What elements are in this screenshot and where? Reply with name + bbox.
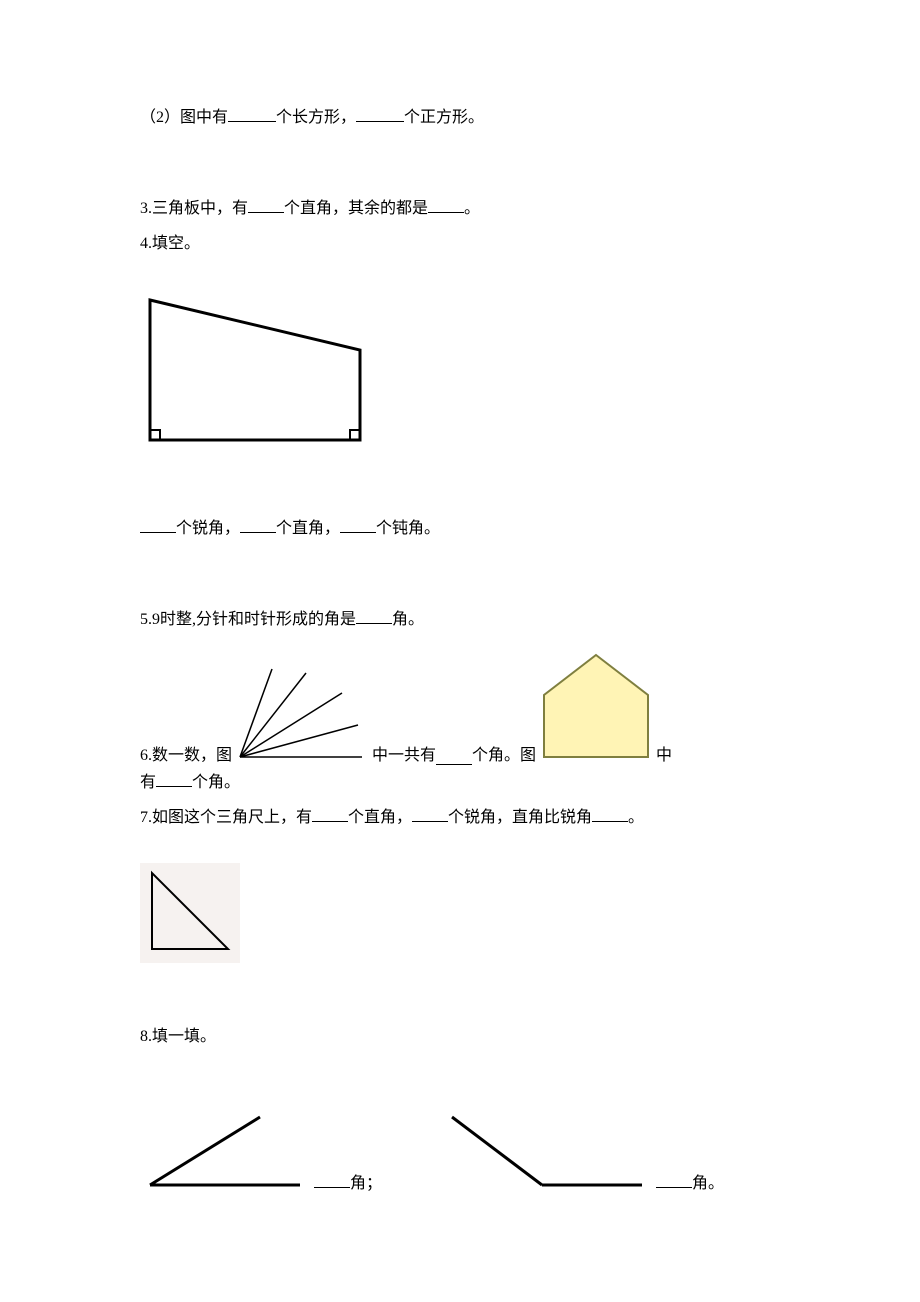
right-triangle-figure: [140, 863, 240, 963]
q5-prefix: 5.9时整,分针和时针形成的角是: [140, 611, 356, 628]
q7-blank-3[interactable]: [592, 805, 628, 822]
acute-angle-figure: [140, 1111, 310, 1193]
question-4-title: 4.填空。: [140, 226, 780, 261]
q2-prefix: （2）图中有: [140, 109, 228, 126]
q5-blank[interactable]: [356, 607, 392, 624]
q6-d: 中: [656, 741, 672, 765]
q4-a: 个锐角，: [176, 520, 240, 537]
question-7: 7.如图这个三角尺上，有 个直角， 个锐角，直角比锐角 。: [140, 800, 780, 835]
fan-figure: [232, 665, 372, 765]
trapezoid-figure: [140, 290, 380, 455]
q6-l2-suffix: 个角。: [192, 774, 240, 791]
house-shape: [544, 655, 648, 757]
q8-a1-suffix: 角；: [350, 1175, 382, 1192]
trapezoid-shape: [150, 300, 360, 440]
q4-c: 个钝角。: [376, 520, 440, 537]
q6-blank-2[interactable]: [156, 770, 192, 787]
q7-suffix: 。: [628, 809, 644, 826]
q6-a: 6.数一数，图: [140, 741, 232, 765]
q7-prefix: 7.如图这个三角尺上，有: [140, 809, 312, 826]
q7-blank-2[interactable]: [412, 805, 448, 822]
question-6-line2: 有 个角。: [140, 765, 780, 800]
question-6-line1: 6.数一数，图 中一共有 个角。图 中: [140, 649, 780, 765]
question-5: 5.9时整,分针和时针形成的角是 角。: [140, 602, 780, 637]
house-figure: [536, 649, 656, 765]
q5-suffix: 角。: [392, 611, 424, 628]
q4-b: 个直角，: [276, 520, 340, 537]
q4-blank-obtuse[interactable]: [340, 516, 376, 533]
q6-b: 中一共有: [372, 741, 436, 765]
question-8-row: 角； 角。: [140, 1111, 780, 1193]
q7-mid2: 个锐角，直角比锐角: [448, 809, 592, 826]
q3-blank-1[interactable]: [248, 196, 284, 213]
q6-c: 个角。图: [472, 741, 536, 765]
obtuse-angle-figure: [442, 1111, 652, 1193]
q3-prefix: 3.三角板中，有: [140, 200, 248, 217]
q2-blank-1[interactable]: [228, 105, 276, 122]
q2-suffix: 个正方形。: [404, 109, 484, 126]
q8-blank-1[interactable]: [314, 1171, 350, 1188]
question-8-title: 8.填一填。: [140, 1019, 780, 1054]
q2-blank-2[interactable]: [356, 105, 404, 122]
question-2: （2）图中有 个长方形， 个正方形。: [140, 100, 780, 135]
q6-blank-1[interactable]: [436, 748, 472, 765]
q4-blank-acute[interactable]: [140, 516, 176, 533]
q4-blank-right[interactable]: [240, 516, 276, 533]
q6-l2-prefix: 有: [140, 774, 156, 791]
q7-mid1: 个直角，: [348, 809, 412, 826]
q3-suffix: 。: [464, 200, 480, 217]
q3-mid: 个直角，其余的都是: [284, 200, 428, 217]
q7-blank-1[interactable]: [312, 805, 348, 822]
q8-a2-suffix: 角。: [692, 1175, 724, 1192]
q2-mid: 个长方形，: [276, 109, 356, 126]
q3-blank-2[interactable]: [428, 196, 464, 213]
question-4-caption: 个锐角， 个直角， 个钝角。: [140, 511, 780, 546]
question-3: 3.三角板中，有 个直角，其余的都是 。: [140, 191, 780, 226]
q8-blank-2[interactable]: [656, 1171, 692, 1188]
